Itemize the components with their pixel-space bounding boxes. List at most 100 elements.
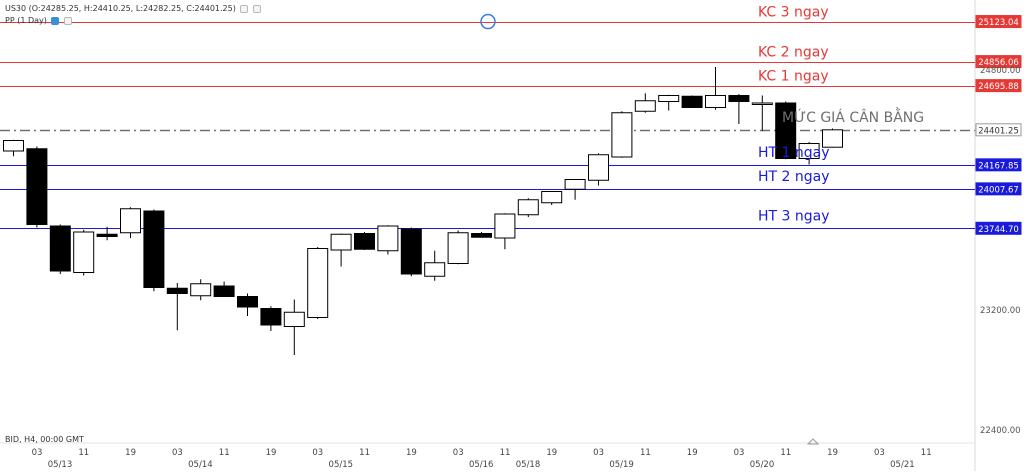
candle-body [751,102,773,105]
candle [798,142,820,165]
candle-body [354,233,375,250]
level-label: KC 3 ngay [758,5,829,21]
candle-body [377,225,399,252]
candle-body [260,308,282,326]
x-tick-hour: 11 [500,448,511,458]
candle-body [213,285,235,297]
candle [400,227,422,277]
candle-body [775,102,797,159]
candle [588,153,609,186]
price-tag-box [975,158,1022,172]
drag-handle-icon[interactable] [480,13,496,30]
candle-body [330,233,352,251]
candle [307,247,329,319]
candle [447,230,469,265]
x-tick-hour: 03 [453,448,464,458]
level-label: HT 3 ngay [758,208,830,224]
candle [3,139,24,157]
price-tag-box [975,55,1022,69]
x-tick-date: 05/13 [48,460,73,470]
candle-body [26,148,48,225]
level-label: KC 1 ngay [758,69,829,85]
candle [377,225,399,255]
settings-icon[interactable] [240,4,249,13]
candle [751,95,773,131]
x-tick-hour: 11 [780,448,791,458]
candle-body [541,191,563,204]
price-tag-label: 23744.70 [978,225,1019,235]
candle-body [658,95,680,102]
x-tick-date: 05/20 [750,460,775,470]
candle-body [3,140,24,152]
price-tag: 23744.70 [975,221,1022,235]
candle-body [471,233,492,238]
candle-body [517,199,539,216]
x-tick-hour: 11 [921,448,932,458]
candle-body [120,208,141,234]
candle [705,67,726,110]
x-tick-hour: 11 [640,448,651,458]
settings-icon[interactable] [51,16,60,25]
x-tick-hour: 03 [874,448,885,458]
candle [517,198,539,217]
candle-body [822,129,843,148]
y-tick-label: 24800.00 [980,66,1021,76]
level-label: MỨC GIÁ CÂN BẰNG [782,107,924,126]
indicator-legend: PP (1 Day) [5,16,72,25]
y-tick-label: 22400.00 [980,426,1021,436]
candle-body [564,179,586,190]
x-tick-date: 05/21 [890,460,915,470]
candle-body [283,311,305,327]
candle-body [143,210,165,288]
candle [611,111,633,158]
candle [190,279,212,301]
eye-icon[interactable] [252,4,261,13]
candle [330,233,352,267]
candle [471,232,492,238]
x-tick-hour: 19 [406,448,417,458]
candle [73,229,95,276]
candle [26,146,48,228]
price-tag-label: 24007.67 [978,185,1019,195]
close-icon[interactable] [63,16,72,25]
price-tag: 24856.06 [975,55,1022,69]
level-label: HT 1 ngay [758,145,830,161]
price-tag-label: 24167.85 [978,161,1019,171]
y-tick-label: 23200.00 [980,306,1021,316]
price-tag-label: 24401.25 [978,126,1019,136]
candle [681,95,703,108]
x-tick-hour: 19 [546,448,557,458]
candle [494,213,516,250]
data-source-label: BID, H4, 00:00 GMT [5,435,84,444]
price-tag: 24401.25 [975,123,1022,137]
candle-body [588,154,609,181]
price-tag: 24007.67 [975,182,1022,196]
candle-body [166,287,188,294]
candle [96,226,118,241]
x-tick-date: 05/19 [609,460,634,470]
candle [120,207,141,238]
candle [728,94,750,124]
candle [634,93,656,113]
symbol-legend: US30 (O:24285.25, H:24410.25, L:24282.25… [5,4,261,13]
candle [283,299,305,355]
price-tag-box [975,123,1022,137]
price-tag: 24695.88 [975,79,1022,93]
candle-body [705,95,726,108]
x-tick-hour: 03 [32,448,43,458]
x-tick-hour: 11 [219,448,230,458]
price-tag-box [975,221,1022,235]
candle-body [728,95,750,102]
candle-body [400,228,422,275]
candle [541,191,563,205]
candle [658,94,680,111]
x-tick-date: 05/16 [469,460,494,470]
level-label: HT 2 ngay [758,169,830,185]
candle [564,179,586,200]
symbol-ohlc-text: US30 (O:24285.25, H:24410.25, L:24282.25… [5,4,236,13]
price-tag-label: 24856.06 [978,58,1019,68]
x-tick-hour: 03 [734,448,745,458]
triangle-up-icon [806,438,820,445]
